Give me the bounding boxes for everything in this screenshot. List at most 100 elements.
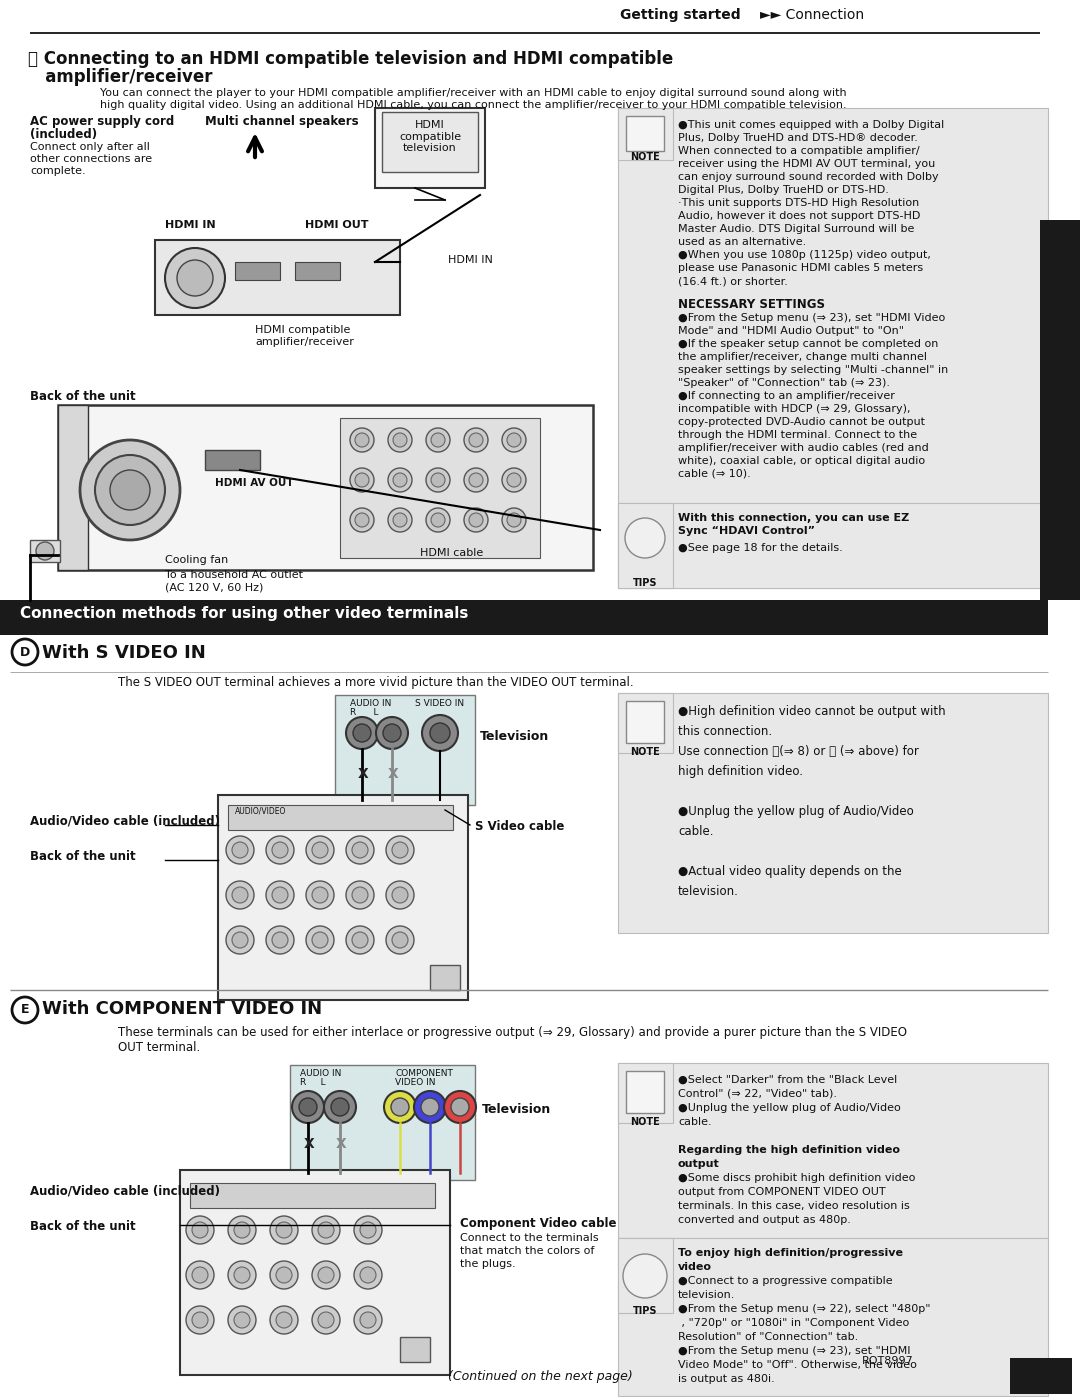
Circle shape: [386, 926, 414, 954]
Circle shape: [266, 926, 294, 954]
Circle shape: [292, 1091, 324, 1123]
Text: (included): (included): [30, 129, 97, 141]
Text: Audio/Video cable (included): Audio/Video cable (included): [30, 1185, 220, 1199]
Circle shape: [502, 509, 526, 532]
Circle shape: [186, 1261, 214, 1289]
Text: Digital Plus, Dolby TrueHD or DTS-HD.: Digital Plus, Dolby TrueHD or DTS-HD.: [678, 184, 889, 196]
Circle shape: [388, 509, 411, 532]
Text: amplifier/receiver: amplifier/receiver: [255, 337, 354, 346]
Circle shape: [383, 724, 401, 742]
Text: Cooling fan: Cooling fan: [165, 555, 228, 564]
Text: X: X: [336, 1137, 347, 1151]
Circle shape: [165, 249, 225, 307]
Circle shape: [186, 1215, 214, 1243]
Text: AUDIO/VIDEO: AUDIO/VIDEO: [235, 807, 286, 816]
Bar: [375, 108, 485, 189]
Text: ●Some discs prohibit high definition video: ●Some discs prohibit high definition vid…: [678, 1173, 916, 1183]
Circle shape: [192, 1222, 208, 1238]
Bar: [218, 795, 468, 1000]
Circle shape: [360, 1267, 376, 1282]
Circle shape: [388, 427, 411, 453]
Text: NECESSARY SETTINGS: NECESSARY SETTINGS: [678, 298, 825, 312]
Text: television.: television.: [678, 1289, 735, 1301]
Text: through the HDMI terminal. Connect to the: through the HDMI terminal. Connect to th…: [678, 430, 917, 440]
Text: (Continued on the next page): (Continued on the next page): [447, 1370, 633, 1383]
Circle shape: [306, 835, 334, 863]
Circle shape: [270, 1306, 298, 1334]
Text: Use connection ⓑ(⇒ 8) or ⓒ (⇒ above) for: Use connection ⓑ(⇒ 8) or ⓒ (⇒ above) for: [678, 745, 919, 759]
Circle shape: [228, 1261, 256, 1289]
Circle shape: [177, 260, 213, 296]
Circle shape: [431, 513, 445, 527]
Circle shape: [392, 887, 408, 902]
Text: When connected to a compatible amplifier/: When connected to a compatible amplifier…: [678, 147, 920, 156]
Text: please use Panasonic HDMI cables 5 meters: please use Panasonic HDMI cables 5 meter…: [678, 263, 923, 272]
Circle shape: [421, 1098, 438, 1116]
Circle shape: [276, 1312, 292, 1329]
Circle shape: [350, 468, 374, 492]
Circle shape: [12, 638, 38, 665]
Text: (16.4 ft.) or shorter.: (16.4 ft.) or shorter.: [678, 277, 788, 286]
Bar: [291, 1065, 475, 1180]
Circle shape: [270, 1261, 298, 1289]
Text: cable.: cable.: [678, 1118, 712, 1127]
Bar: [156, 240, 400, 314]
Text: converted and output as 480p.: converted and output as 480p.: [678, 1215, 851, 1225]
Text: complete.: complete.: [30, 166, 85, 176]
Text: HDMI IN: HDMI IN: [448, 256, 492, 265]
Circle shape: [234, 1267, 249, 1282]
Bar: [626, 1071, 664, 1113]
Text: cable (⇒ 10).: cable (⇒ 10).: [678, 469, 751, 479]
Circle shape: [318, 1222, 334, 1238]
Text: With S VIDEO IN: With S VIDEO IN: [42, 644, 206, 662]
Bar: [618, 503, 1048, 588]
Text: AC power supply cord: AC power supply cord: [30, 115, 174, 129]
Circle shape: [346, 882, 374, 909]
Bar: [382, 112, 478, 172]
Text: ●Actual video quality depends on the: ●Actual video quality depends on the: [678, 865, 902, 877]
Circle shape: [312, 932, 328, 949]
Text: NOTE: NOTE: [630, 747, 660, 757]
Text: R     L: R L: [300, 1078, 326, 1087]
Text: Audio, however it does not support DTS-HD: Audio, however it does not support DTS-H…: [678, 211, 920, 221]
Text: R      L: R L: [350, 708, 378, 717]
Circle shape: [469, 433, 483, 447]
Circle shape: [346, 717, 378, 749]
Text: ●If the speaker setup cannot be completed on: ●If the speaker setup cannot be complete…: [678, 339, 939, 349]
Circle shape: [431, 474, 445, 488]
Circle shape: [276, 1222, 292, 1238]
Circle shape: [422, 715, 458, 752]
Circle shape: [312, 842, 328, 858]
Text: this connection.: this connection.: [678, 725, 772, 738]
Circle shape: [270, 1215, 298, 1243]
Text: Multi channel speakers: Multi channel speakers: [205, 115, 359, 129]
Text: With COMPONENT VIDEO IN: With COMPONENT VIDEO IN: [42, 1000, 322, 1018]
Bar: [618, 693, 673, 753]
Circle shape: [464, 509, 488, 532]
Text: ●From the Setup menu (⇒ 23), set "HDMI: ●From the Setup menu (⇒ 23), set "HDMI: [678, 1345, 910, 1356]
Circle shape: [312, 1306, 340, 1334]
Circle shape: [431, 433, 445, 447]
Text: AUDIO IN: AUDIO IN: [350, 698, 391, 708]
Text: Back of the unit: Back of the unit: [30, 849, 136, 863]
Circle shape: [354, 1261, 382, 1289]
Circle shape: [386, 835, 414, 863]
Bar: [180, 1171, 450, 1375]
Text: ●From the Setup menu (⇒ 23), set "HDMI Video: ●From the Setup menu (⇒ 23), set "HDMI V…: [678, 313, 945, 323]
Text: ●When you use 1080p (1125p) video output,: ●When you use 1080p (1125p) video output…: [678, 250, 931, 260]
Circle shape: [12, 997, 38, 1023]
Text: HDMI cable: HDMI cable: [420, 548, 483, 557]
Text: HDMI compatible: HDMI compatible: [255, 326, 350, 335]
Text: , "720p" or "1080i" in "Component Video: , "720p" or "1080i" in "Component Video: [678, 1317, 909, 1329]
Text: high definition video.: high definition video.: [678, 766, 804, 778]
Bar: [30, 541, 60, 562]
Circle shape: [272, 842, 288, 858]
Text: ●From the Setup menu (⇒ 22), select "480p": ●From the Setup menu (⇒ 22), select "480…: [678, 1303, 931, 1315]
Text: output: output: [678, 1160, 719, 1169]
Bar: [190, 1183, 435, 1208]
Text: ⓒ Connecting to an HDMI compatible television and HDMI compatible: ⓒ Connecting to an HDMI compatible telev…: [28, 50, 673, 68]
Circle shape: [430, 724, 450, 743]
Circle shape: [330, 1098, 349, 1116]
Text: To enjoy high definition/progressive: To enjoy high definition/progressive: [678, 1248, 903, 1259]
Circle shape: [226, 882, 254, 909]
